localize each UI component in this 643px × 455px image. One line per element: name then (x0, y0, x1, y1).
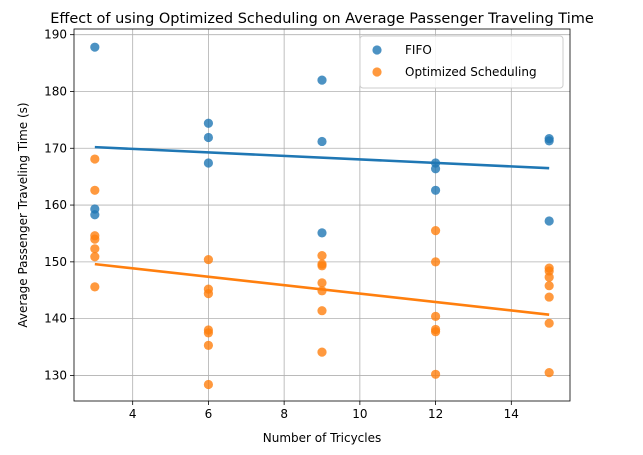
x-tick-label: 14 (504, 407, 519, 421)
plot-frame (73, 28, 571, 402)
legend-label: Optimized Scheduling (405, 65, 537, 79)
data-point (430, 369, 441, 379)
data-point (430, 164, 441, 174)
trend-line-1 (94, 262, 550, 316)
y-tick-label: 140 (44, 312, 67, 326)
legend-box (359, 35, 564, 89)
y-tick-label: 150 (44, 255, 67, 269)
legend-marker (372, 67, 382, 77)
data-point (430, 257, 441, 267)
data-point (317, 347, 327, 357)
x-tick-label: 6 (205, 407, 213, 421)
data-point (317, 251, 327, 261)
series-layer (90, 42, 554, 390)
data-point (430, 327, 441, 337)
legend: FIFO Optimized Scheduling (359, 35, 564, 89)
data-point (203, 254, 214, 265)
data-point (544, 292, 554, 302)
data-point (430, 226, 441, 236)
data-point (317, 136, 327, 147)
trend-line-0 (94, 145, 550, 170)
data-point (544, 368, 554, 378)
data-point (317, 75, 327, 85)
data-point (90, 185, 100, 195)
y-tick-label: 160 (44, 198, 67, 212)
y-tick-label: 170 (44, 141, 67, 155)
axis-ticks: 4 6 8 10 12 14 130 140 150 160 170 180 190 (44, 28, 519, 421)
data-point (203, 379, 214, 390)
data-point (203, 328, 214, 338)
y-tick-label: 130 (44, 368, 67, 382)
data-point (90, 234, 100, 244)
data-point (544, 136, 554, 146)
y-tick-label: 180 (44, 84, 67, 98)
x-tick-label: 4 (129, 407, 137, 421)
x-tick-label: 8 (280, 407, 288, 421)
legend-marker (372, 45, 382, 55)
data-point (317, 228, 327, 238)
data-point (90, 252, 100, 262)
data-point (90, 282, 100, 292)
x-axis-label: Number of Tricycles (263, 431, 382, 445)
x-tick-label: 12 (428, 407, 443, 421)
grid-lines (74, 29, 570, 401)
data-point (90, 42, 100, 52)
y-tick-label: 190 (44, 28, 67, 42)
series-1 (90, 154, 554, 390)
data-point (430, 311, 441, 321)
data-point (90, 154, 100, 164)
chart-title: Effect of using Optimized Scheduling on … (50, 11, 594, 27)
data-point (544, 272, 554, 282)
legend-label: FIFO (405, 43, 432, 57)
data-point (430, 185, 441, 195)
data-point (203, 340, 214, 350)
y-axis-label: Average Passenger Traveling Time (s) (16, 102, 30, 327)
x-tick-label: 10 (352, 407, 367, 421)
data-point (90, 210, 100, 220)
series-0 (90, 42, 554, 238)
data-point (544, 318, 554, 328)
data-point (203, 132, 214, 143)
data-point (544, 216, 554, 226)
data-point (317, 261, 327, 271)
data-point (203, 158, 214, 168)
data-point (203, 289, 214, 299)
data-point (317, 306, 327, 316)
data-point (203, 118, 214, 128)
data-point (544, 281, 554, 291)
data-point (90, 244, 100, 254)
data-point (317, 278, 327, 288)
